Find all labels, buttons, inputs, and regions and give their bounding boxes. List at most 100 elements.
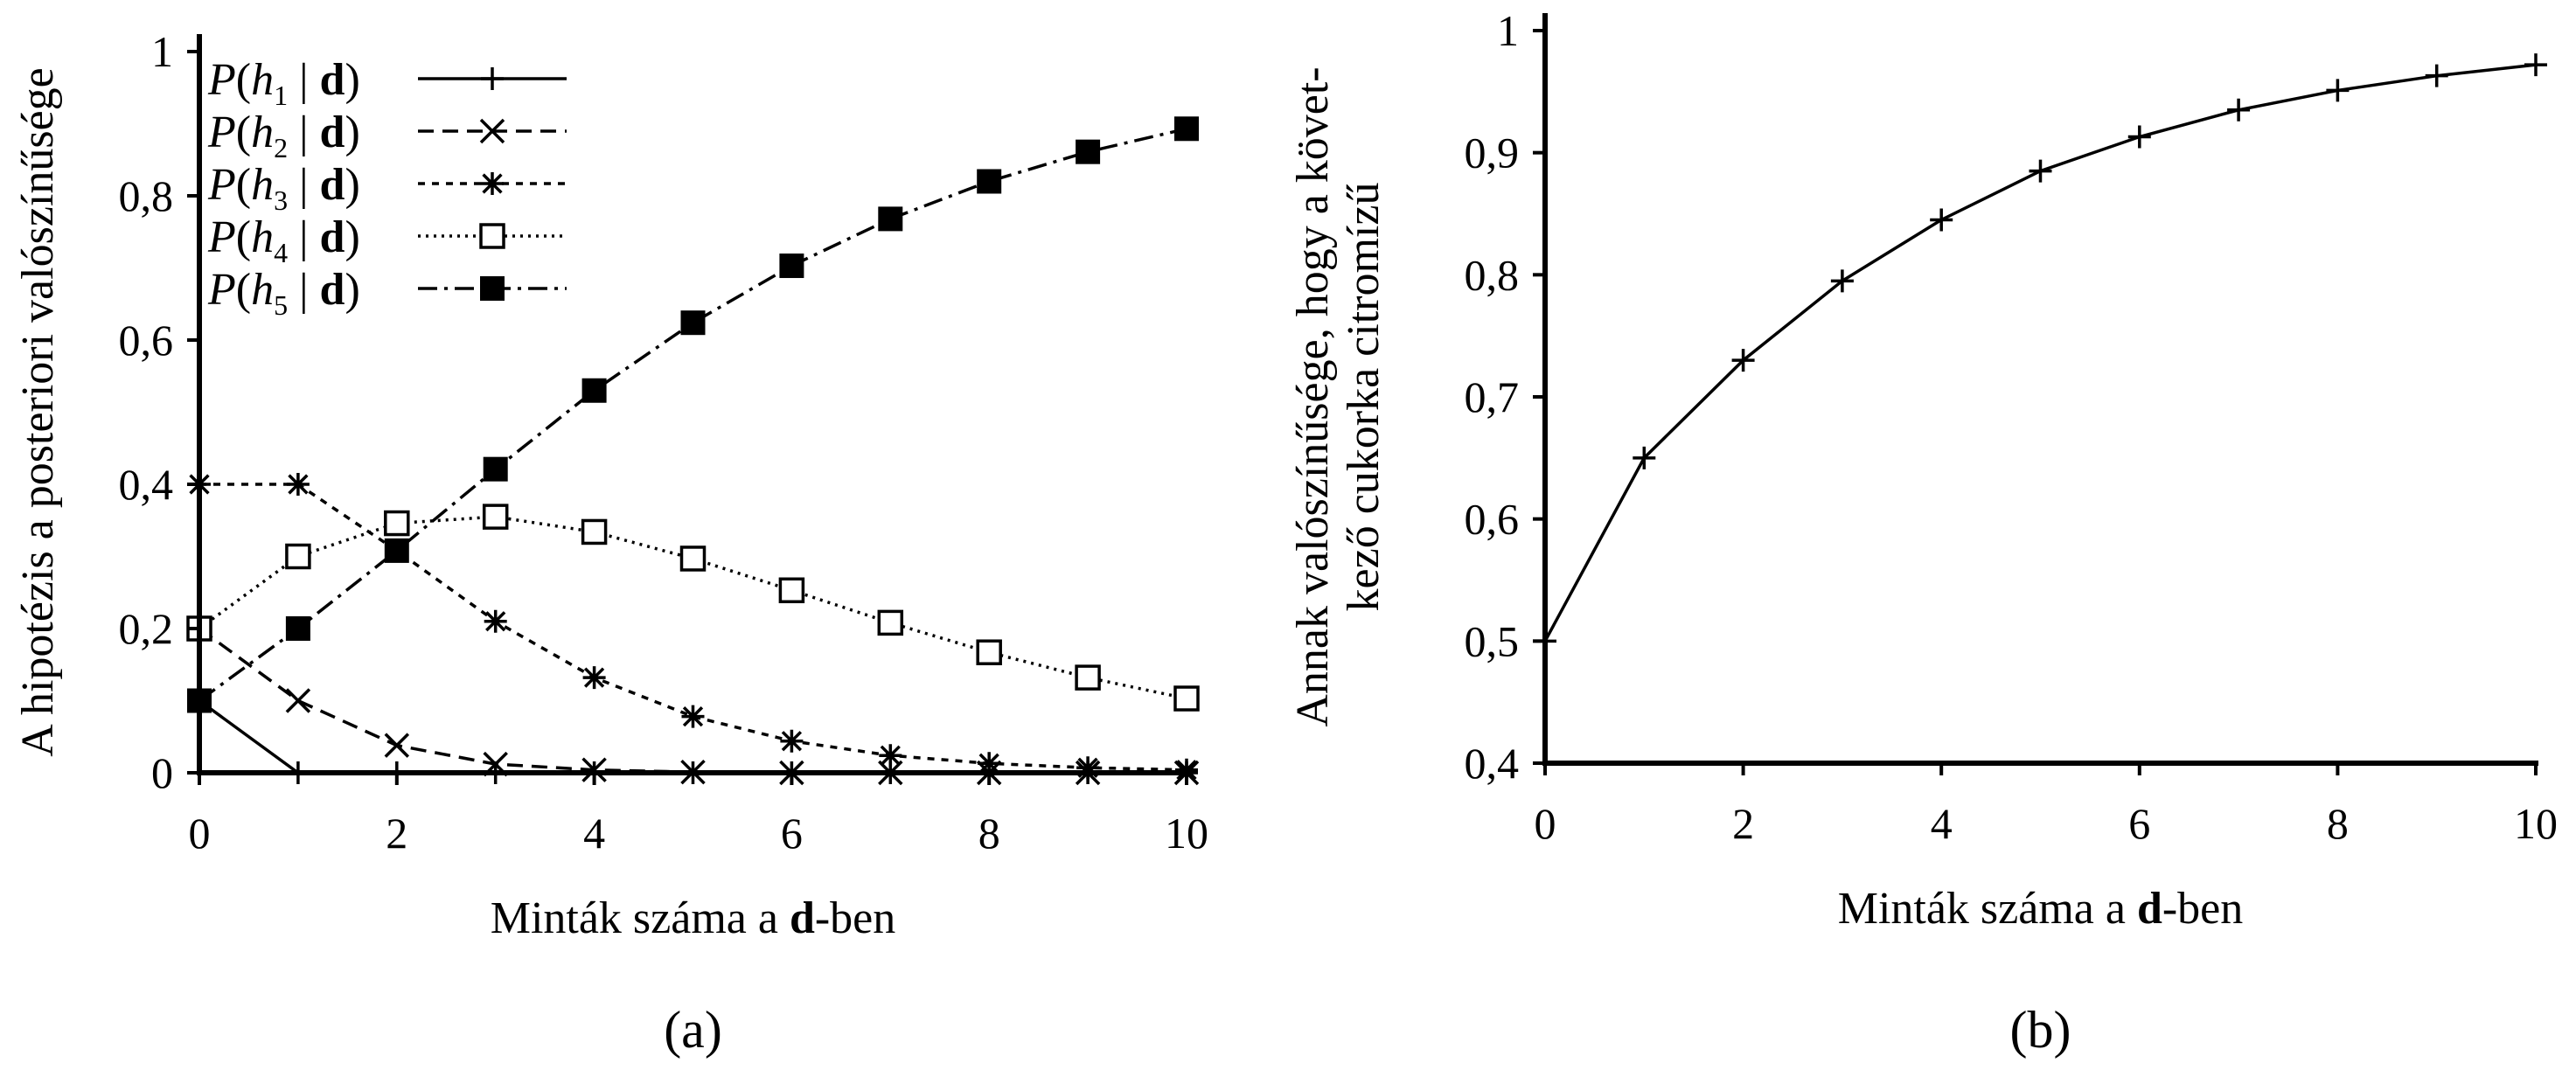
y-axis-title-b-line1: Annak valószínűsége, hogy a követ- <box>1288 66 1338 726</box>
data-point-a-5-9 <box>1076 139 1101 164</box>
legend-label-1: P(h1 | d) <box>207 55 360 111</box>
y-tick-label-b-5: 0,9 <box>1465 129 1520 177</box>
y-tick-label-b-6: 1 <box>1497 6 1519 55</box>
legend-marker-2 <box>479 118 505 144</box>
x-tick-label-a-1: 2 <box>386 809 407 858</box>
panel-label-b: (b) <box>2010 1001 2071 1059</box>
x-tick-label-a-2: 4 <box>583 809 605 858</box>
x-tick-label-b-4: 8 <box>2327 799 2349 848</box>
data-point-a-4-10 <box>1173 685 1200 712</box>
data-point-a-4-3 <box>482 504 509 530</box>
legend-item-4: P(h4 | d) <box>207 212 567 268</box>
data-point-b-1-1 <box>1633 446 1656 469</box>
data-point-a-4-5 <box>679 545 707 572</box>
data-point-a-3-10 <box>1175 758 1198 782</box>
data-point-a-5-10 <box>1174 116 1199 142</box>
data-point-a-3-7 <box>879 744 902 768</box>
x-tick-label-b-3: 6 <box>2128 799 2150 848</box>
y-tick-label-b-4: 0,8 <box>1465 250 1520 299</box>
data-point-a-3-6 <box>780 729 804 753</box>
data-point-a-5-4 <box>581 378 607 403</box>
series-line-a-4 <box>198 515 1187 700</box>
data-point-b-1-5 <box>2029 159 2052 183</box>
series-line-b-1 <box>1543 63 2537 643</box>
legend-item-2: P(h2 | d) <box>207 108 567 163</box>
y-tick-label-b-2: 0,6 <box>1465 495 1520 544</box>
x-tick-label-a-4: 8 <box>978 809 1000 858</box>
legend-marker-4 <box>479 223 505 249</box>
data-point-a-3-8 <box>978 752 1001 775</box>
data-point-b-1-6 <box>2127 125 2151 149</box>
legend-marker-5 <box>480 276 505 301</box>
x-tick-label-a-3: 6 <box>781 809 803 858</box>
legend-marker-1 <box>481 67 504 90</box>
data-point-a-4-8 <box>976 639 1002 665</box>
data-point-a-4-7 <box>877 609 904 636</box>
series-b-1 <box>1534 53 2547 653</box>
legend-item-5: P(h5 | d) <box>207 265 567 321</box>
x-tick-label-b-0: 0 <box>1535 799 1556 848</box>
data-point-a-2-1 <box>285 688 311 713</box>
data-point-b-1-8 <box>2326 79 2350 102</box>
y-axis-title-b-line2: kező cukorka citromízű <box>1339 183 1389 612</box>
data-point-b-1-2 <box>1731 349 1755 372</box>
y-tick-label-a-5: 1 <box>151 27 173 76</box>
y-tick-label-a-1: 0,2 <box>119 604 174 653</box>
data-point-a-3-3 <box>484 609 507 633</box>
legend-label-4: P(h4 | d) <box>207 212 360 268</box>
x-tick-label-b-5: 10 <box>2514 799 2558 848</box>
x-tick-label-b-1: 2 <box>1732 799 1754 848</box>
y-tick-label-a-3: 0,6 <box>119 316 174 365</box>
x-axis-title-b: Minták száma a d-ben <box>1838 884 2244 934</box>
data-point-b-1-9 <box>2425 64 2448 87</box>
data-point-a-4-2 <box>384 510 410 537</box>
data-point-b-1-7 <box>2227 98 2251 122</box>
y-tick-label-b-3: 0,7 <box>1465 372 1520 421</box>
y-tick-label-a-2: 0,4 <box>119 460 174 509</box>
legend-marker-3 <box>481 172 504 195</box>
legend-label-5: P(h5 | d) <box>207 265 360 321</box>
data-point-a-4-4 <box>581 518 608 545</box>
chart-panel-a: 0 2 4 6 8 10 0 0,2 0,4 0,6 0,8 1 Minták száma a d-be… <box>13 27 1208 1059</box>
x-axis-title-a: Minták száma a d-ben <box>491 893 896 943</box>
data-point-b-1-3 <box>1830 269 1854 293</box>
legend-a: P(h1 | d)P(h2 | d)P(h3 | d)P(h4 | d)P(h5… <box>207 55 567 321</box>
panel-label-a: (a) <box>664 1001 722 1059</box>
chart-panel-b: 0 2 4 6 8 10 0,4 0,5 0,6 0,7 0,8 0,9 1 Minták száma a… <box>1288 6 2558 1059</box>
data-point-a-3-9 <box>1076 756 1100 780</box>
x-tick-label-b-2: 4 <box>1931 799 1953 848</box>
series-a-4 <box>186 504 1200 712</box>
y-axis-title-a: A hipotézis a posteriori valószínűsége <box>13 67 63 756</box>
data-point-a-5-7 <box>878 206 903 232</box>
x-tick-label-a-5: 10 <box>1165 809 1208 858</box>
legend-item-3: P(h3 | d) <box>207 160 567 216</box>
y-tick-label-b-1: 0,5 <box>1465 616 1520 665</box>
data-point-a-5-3 <box>483 456 508 482</box>
data-point-a-4-6 <box>778 577 805 604</box>
data-point-a-2-2 <box>384 733 410 758</box>
legend-label-2: P(h2 | d) <box>207 108 360 163</box>
data-point-b-1-4 <box>1930 208 1953 232</box>
series-line-a-2 <box>198 627 1187 775</box>
data-point-b-1-10 <box>2524 53 2547 77</box>
y-tick-label-b-0: 0,4 <box>1465 739 1520 788</box>
series-a-2 <box>186 615 1200 786</box>
data-point-a-5-5 <box>680 310 706 336</box>
legend-label-3: P(h3 | d) <box>207 160 360 216</box>
data-point-a-3-1 <box>286 473 310 496</box>
y-tick-label-a-0: 0 <box>151 748 173 797</box>
data-point-a-4-9 <box>1075 664 1101 691</box>
data-point-a-5-8 <box>977 169 1002 194</box>
data-point-a-5-6 <box>779 254 804 279</box>
series-a-5 <box>187 116 1199 713</box>
data-point-a-2-4 <box>581 757 607 782</box>
data-point-a-3-5 <box>681 705 705 728</box>
legend-item-1: P(h1 | d) <box>207 55 567 111</box>
data-point-a-5-2 <box>384 538 409 563</box>
data-point-a-4-1 <box>285 543 311 570</box>
x-tick-label-a-0: 0 <box>189 809 211 858</box>
data-point-a-3-4 <box>582 666 606 690</box>
series-a-3 <box>188 473 1198 782</box>
y-tick-label-a-4: 0,8 <box>119 171 174 220</box>
